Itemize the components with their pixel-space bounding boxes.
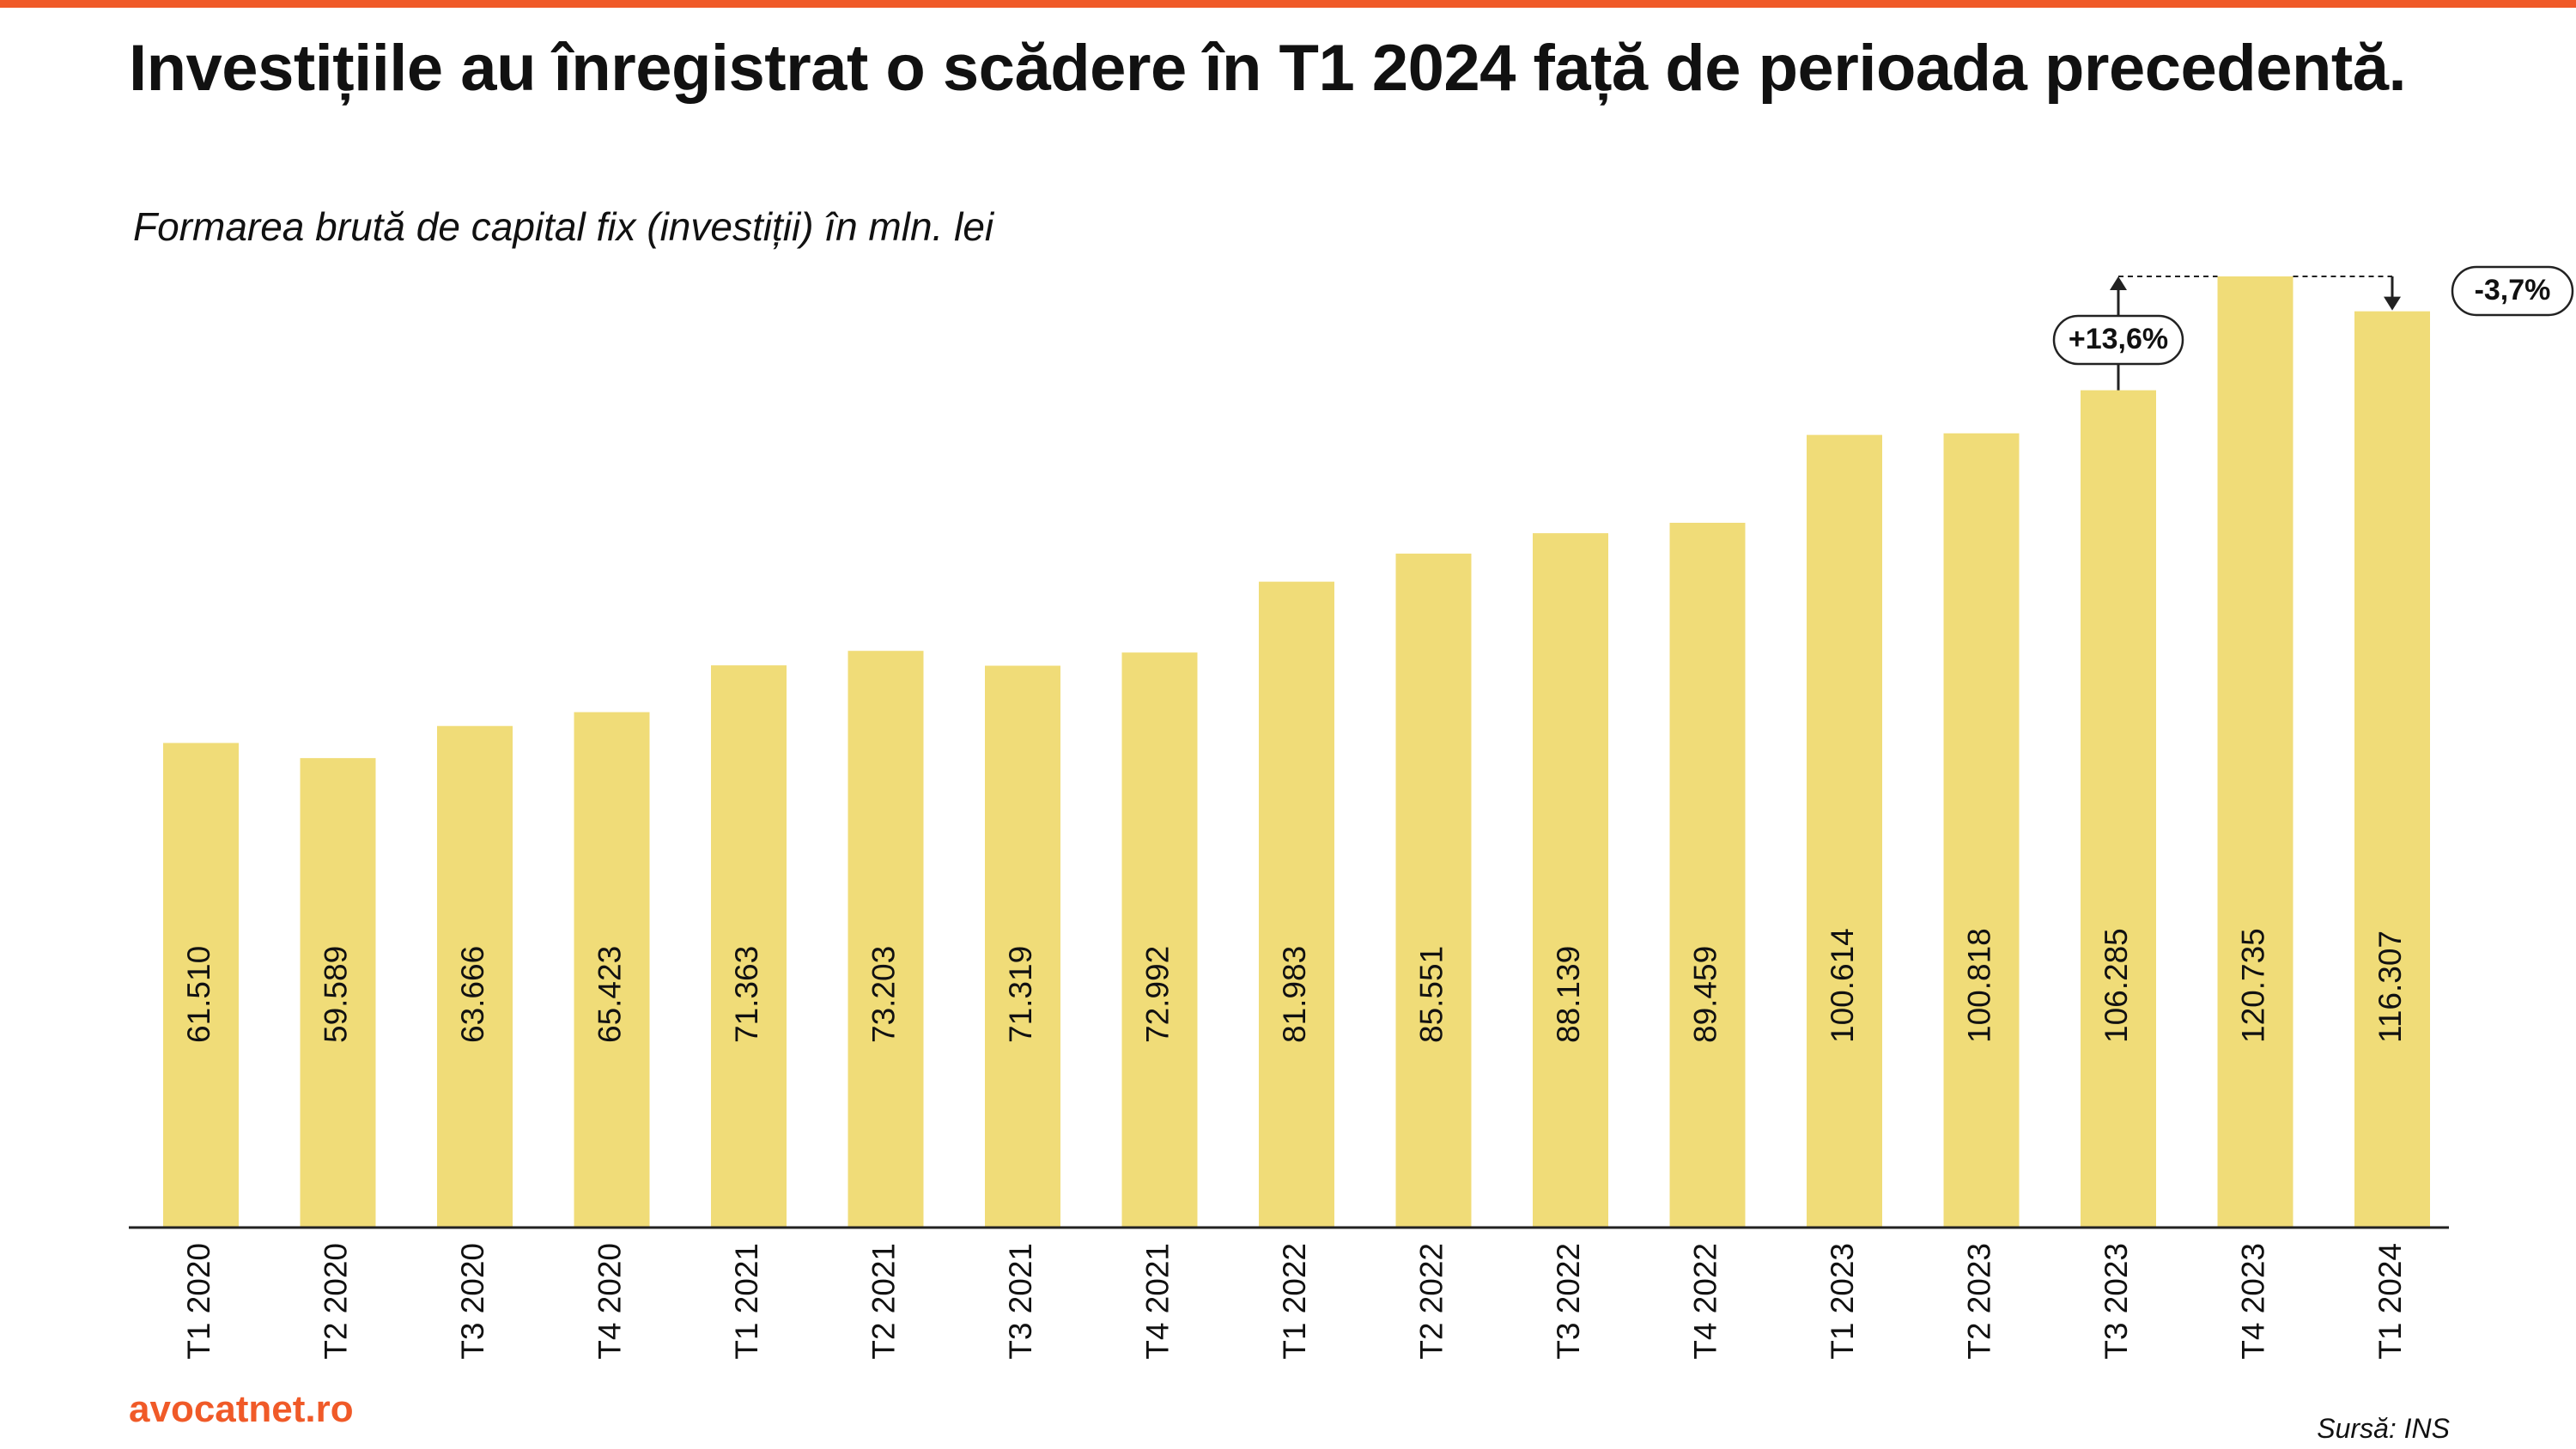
- bar: [848, 651, 924, 1228]
- bar: [2081, 390, 2156, 1228]
- bar-value-label: 61.510: [181, 946, 216, 1043]
- bar: [437, 725, 513, 1228]
- x-tick-label: T1 2021: [729, 1243, 764, 1360]
- x-tick-label: T4 2021: [1139, 1243, 1175, 1360]
- change-badge-up-label: +13,6%: [2069, 323, 2168, 355]
- chart-subtitle: Formarea brută de capital fix (investiți…: [133, 204, 994, 249]
- bar: [985, 665, 1060, 1228]
- chart-title: Investițiile au înregistrat o scădere în…: [129, 32, 2407, 105]
- bar: [1943, 433, 2020, 1228]
- x-tick-label: T2 2022: [1413, 1243, 1449, 1360]
- bar-value-label: 100.614: [1825, 928, 1860, 1043]
- x-tick-label: T1 2022: [1277, 1243, 1312, 1360]
- x-tick-label: T3 2020: [455, 1243, 490, 1360]
- x-tick-label: T4 2023: [2235, 1243, 2270, 1360]
- change-badge-down-label: -3,7%: [2475, 274, 2551, 306]
- bar-value-label: 88.139: [1551, 946, 1586, 1043]
- x-tick-label: T2 2021: [866, 1243, 901, 1360]
- source-note: Sursă: INS: [2317, 1413, 2450, 1444]
- x-tick-label: T1 2023: [1825, 1243, 1860, 1360]
- x-tick-label: T2 2020: [318, 1243, 353, 1360]
- change-badge-up: [2052, 314, 2184, 366]
- x-tick-label: T3 2021: [1003, 1243, 1038, 1360]
- bar: [163, 743, 239, 1228]
- bar: [1533, 533, 1608, 1228]
- bar-value-label: 65.423: [592, 946, 627, 1043]
- bar-value-label: 106.285: [2099, 928, 2134, 1043]
- x-tick-label: T4 2022: [1687, 1243, 1722, 1360]
- bar-value-label: 63.666: [455, 946, 490, 1043]
- change-badge-down: [2451, 265, 2574, 317]
- bar: [711, 665, 787, 1228]
- bar: [2354, 311, 2430, 1228]
- bar: [574, 712, 650, 1228]
- brand-logo-text: avocatnet.ro: [129, 1388, 354, 1430]
- bar-value-label: 100.818: [1961, 928, 1996, 1043]
- x-tick-label: T4 2020: [592, 1243, 627, 1360]
- bar-value-label: 116.307: [2372, 931, 2408, 1043]
- bar-value-label: 120.735: [2235, 928, 2270, 1043]
- arrow-head-down: [2384, 296, 2401, 311]
- x-tick-label: T1 2024: [2372, 1243, 2408, 1360]
- bar: [300, 758, 376, 1228]
- bar-value-label: 71.363: [729, 946, 764, 1043]
- x-tick-label: T3 2022: [1551, 1243, 1586, 1360]
- bar-value-label: 59.589: [318, 946, 353, 1043]
- x-tick-label: T2 2023: [1961, 1243, 1996, 1360]
- bar: [2217, 276, 2293, 1228]
- x-tick-label: T1 2020: [181, 1243, 216, 1360]
- bar: [1807, 434, 1882, 1228]
- bar-value-label: 89.459: [1687, 946, 1722, 1043]
- bar-value-label: 72.992: [1139, 946, 1175, 1043]
- bar-value-label: 73.203: [866, 946, 901, 1043]
- bar-value-label: 85.551: [1413, 946, 1449, 1043]
- bar: [1395, 553, 1472, 1228]
- bar: [1121, 652, 1198, 1228]
- bar: [1669, 523, 1746, 1228]
- bar-value-label: 71.319: [1003, 946, 1038, 1043]
- bar-value-label: 81.983: [1277, 946, 1312, 1043]
- bar: [1259, 581, 1334, 1228]
- top-accent-bar: [0, 0, 2576, 8]
- arrow-head-up: [2110, 276, 2127, 290]
- x-tick-label: T3 2023: [2099, 1243, 2134, 1360]
